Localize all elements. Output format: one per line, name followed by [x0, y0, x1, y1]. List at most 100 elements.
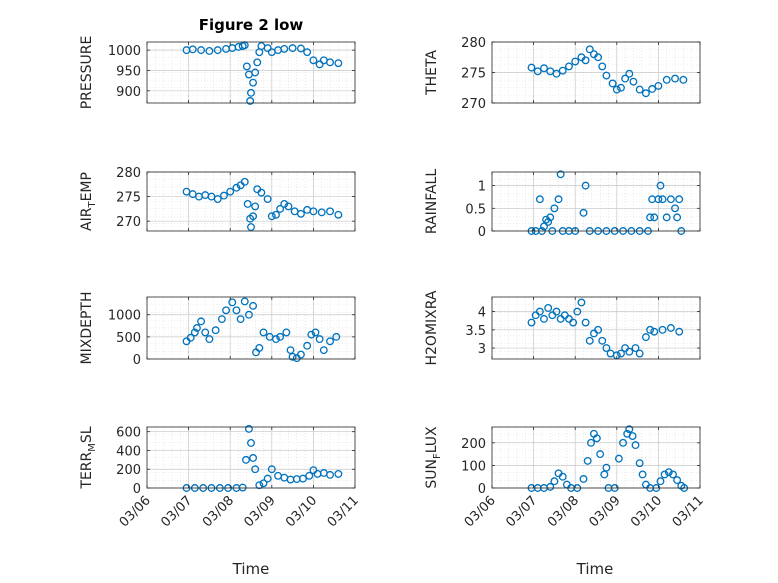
data-point [249, 454, 258, 462]
data-point [255, 481, 264, 490]
data-point [527, 318, 536, 327]
subplot-5: 1000 500 0 MIXDEPTH [79, 292, 356, 368]
data-point [303, 341, 312, 350]
data-point [662, 213, 671, 222]
data-point [242, 455, 250, 464]
data-point [577, 298, 586, 307]
data-point [213, 46, 222, 55]
data-point [598, 336, 607, 345]
y-tick-label: 0 [133, 353, 141, 368]
data-point [284, 202, 293, 211]
data-point [309, 56, 318, 65]
y-tick-label: 1000 [108, 309, 141, 324]
data-point [222, 306, 230, 315]
y-tick-label: 0 [133, 482, 141, 497]
data-point [635, 349, 644, 358]
data-point [671, 204, 679, 213]
data-point [585, 45, 594, 54]
data-point [217, 315, 226, 324]
data-point [201, 328, 210, 337]
data-point [573, 307, 582, 316]
y-tick-label: 275 [461, 67, 486, 82]
data-point [527, 63, 536, 72]
y-tick-label: 1000 [108, 44, 141, 59]
data-point [671, 74, 679, 83]
data-point [205, 46, 214, 55]
data-point [186, 333, 195, 342]
data-point [326, 207, 334, 216]
data-point [319, 346, 328, 355]
y-tick-label: 950 [116, 64, 141, 79]
y-tick-label: 1 [478, 180, 486, 195]
data-point [565, 62, 573, 71]
data-point [664, 468, 673, 477]
data-point [243, 200, 252, 208]
data-point [232, 306, 241, 315]
data-point [211, 326, 220, 335]
data-point [272, 335, 280, 344]
data-point [546, 482, 555, 491]
data-point [326, 470, 334, 479]
data-point [220, 191, 228, 200]
series-points [527, 298, 684, 360]
data-point [556, 170, 565, 179]
data-point [299, 474, 307, 483]
data-point [650, 213, 659, 222]
y-tick-label: 200 [461, 437, 486, 452]
data-point [317, 208, 326, 217]
data-point [544, 217, 553, 226]
y-tick-label: 270 [461, 97, 486, 112]
data-point [650, 327, 659, 336]
series-points [182, 297, 341, 363]
y-axis-label: SUNFLUX [424, 426, 443, 489]
y-tick-label: 3.5 [465, 324, 486, 339]
data-point [612, 85, 621, 94]
y-tick-label: 100 [461, 459, 486, 474]
axes-box [146, 426, 356, 489]
y-tick-label: 270 [116, 215, 141, 230]
x-axis-label-right: Time [576, 560, 614, 578]
data-point [625, 347, 634, 356]
data-point [542, 215, 551, 224]
data-point [240, 177, 249, 186]
data-point [585, 336, 594, 345]
data-point [249, 301, 258, 310]
data-point [334, 469, 343, 478]
data-point [244, 310, 253, 319]
data-point [558, 66, 567, 75]
plot-area [147, 427, 355, 488]
data-point [251, 68, 260, 77]
data-point [280, 44, 289, 53]
y-axis-label: RAINFALL [424, 169, 440, 234]
data-point [629, 77, 638, 86]
y-tick-label: 4 [478, 306, 486, 321]
figure-title: Figure 2 low [199, 16, 304, 34]
data-point [226, 187, 235, 196]
data-point [673, 476, 682, 485]
y-axis-label: THETA [424, 50, 440, 96]
data-point [666, 195, 675, 204]
data-point [240, 297, 249, 306]
y-axis-label: H2OMIXRA [424, 290, 440, 365]
data-point [579, 208, 588, 217]
data-point [631, 344, 640, 353]
data-point [307, 330, 316, 339]
data-point [188, 45, 197, 54]
data-point [311, 328, 320, 337]
data-point [288, 44, 297, 53]
data-point [558, 472, 567, 481]
data-point [614, 454, 623, 463]
subplot-2: 280 275 270 THETA [424, 36, 701, 112]
subplot-3: 280 275 270 AIRTEMP [79, 166, 356, 232]
data-point [552, 69, 561, 78]
y-tick-label: 600 [116, 426, 141, 441]
data-point [244, 424, 253, 433]
data-point [628, 432, 637, 440]
data-point [540, 222, 548, 231]
data-point [608, 79, 617, 88]
data-point [296, 350, 305, 359]
data-point [205, 335, 214, 344]
data-point [581, 56, 590, 65]
series-points [182, 177, 343, 232]
data-point [592, 434, 601, 443]
